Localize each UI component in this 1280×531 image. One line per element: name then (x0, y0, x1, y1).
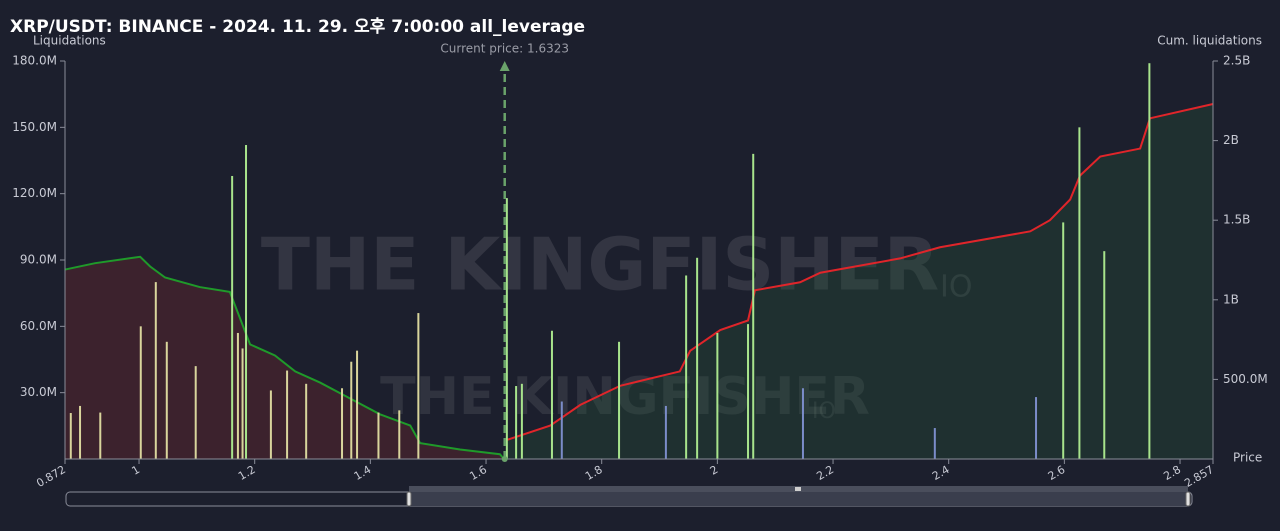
bar (1062, 222, 1065, 459)
y-tick-label: 180.0M (12, 54, 57, 68)
y2-tick-label: 1.5B (1223, 213, 1250, 227)
y-tick-label: 150.0M (12, 120, 57, 134)
plot-area: 30.0M 60.0M 90.0M 120.0M 150.0M 180.0M 500.0M 1… (12, 42, 1267, 490)
y-axis-label: Liquidations (33, 34, 106, 48)
y2-tick-label: 1B (1223, 292, 1239, 306)
bar (560, 401, 563, 459)
bar (231, 175, 234, 459)
chart-title: XRP/USDT: BINANCE - 2024. 11. 29. 오후 7:0… (10, 16, 585, 37)
bar (1035, 397, 1038, 459)
watermark-suffix: IO (812, 399, 836, 424)
scroller-grip[interactable] (795, 487, 801, 491)
bar (165, 341, 168, 459)
bar (1103, 251, 1106, 459)
scroller-handle[interactable] (406, 491, 412, 507)
cum-area (506, 103, 1214, 459)
y-tick-label: 120.0M (12, 186, 57, 200)
cum-area (65, 256, 504, 459)
bar (664, 405, 667, 459)
current-price-dot (501, 456, 508, 462)
scroller-handle[interactable] (1185, 491, 1191, 507)
y2-tick-label: 2.5B (1223, 54, 1250, 68)
bar (398, 410, 401, 459)
current-price-arrow (499, 61, 510, 71)
bar (747, 324, 750, 459)
bar (417, 313, 420, 459)
watermark: THE KINGFISHER (261, 223, 939, 307)
bar (99, 412, 102, 459)
cum-line (506, 103, 1214, 441)
bar (241, 348, 244, 459)
bar (154, 282, 157, 459)
scroller[interactable] (65, 486, 1193, 507)
watermark-suffix: IO (940, 270, 972, 305)
bar (1148, 63, 1151, 459)
bar (245, 145, 248, 459)
y-tick-label: 60.0M (20, 319, 57, 333)
y2-tick-label: 2B (1223, 133, 1239, 147)
bar (377, 412, 380, 459)
bar (79, 405, 82, 459)
watermark: THE KINGFISHER (380, 367, 870, 427)
bar (801, 388, 804, 459)
bar (194, 366, 197, 459)
x-axis-label: Price (1233, 451, 1262, 465)
bar (356, 350, 359, 459)
bar (236, 332, 239, 459)
bar (1078, 127, 1081, 459)
bar (286, 370, 289, 459)
bar (305, 383, 308, 459)
bar (341, 388, 344, 459)
current-price-label: Current price: 1.6323 (440, 42, 569, 56)
scroller-selection[interactable] (409, 492, 1188, 506)
y2-tick-label: 500.0M (1223, 372, 1268, 386)
bar (550, 330, 553, 459)
bar (139, 326, 142, 459)
bar (752, 153, 755, 459)
bar (520, 383, 523, 459)
bar (618, 341, 621, 459)
bar (505, 198, 508, 460)
bar (696, 257, 699, 459)
bar (269, 390, 272, 459)
y2-axis-label: Cum. liquidations (1157, 34, 1262, 48)
cum-line (64, 255, 505, 460)
bar (685, 275, 688, 459)
y-tick-label: 90.0M (20, 253, 57, 267)
y-tick-label: 30.0M (20, 385, 57, 399)
bar (515, 386, 518, 459)
bar (350, 361, 353, 459)
bar (716, 332, 719, 459)
bar (933, 428, 936, 459)
bar (69, 413, 72, 459)
